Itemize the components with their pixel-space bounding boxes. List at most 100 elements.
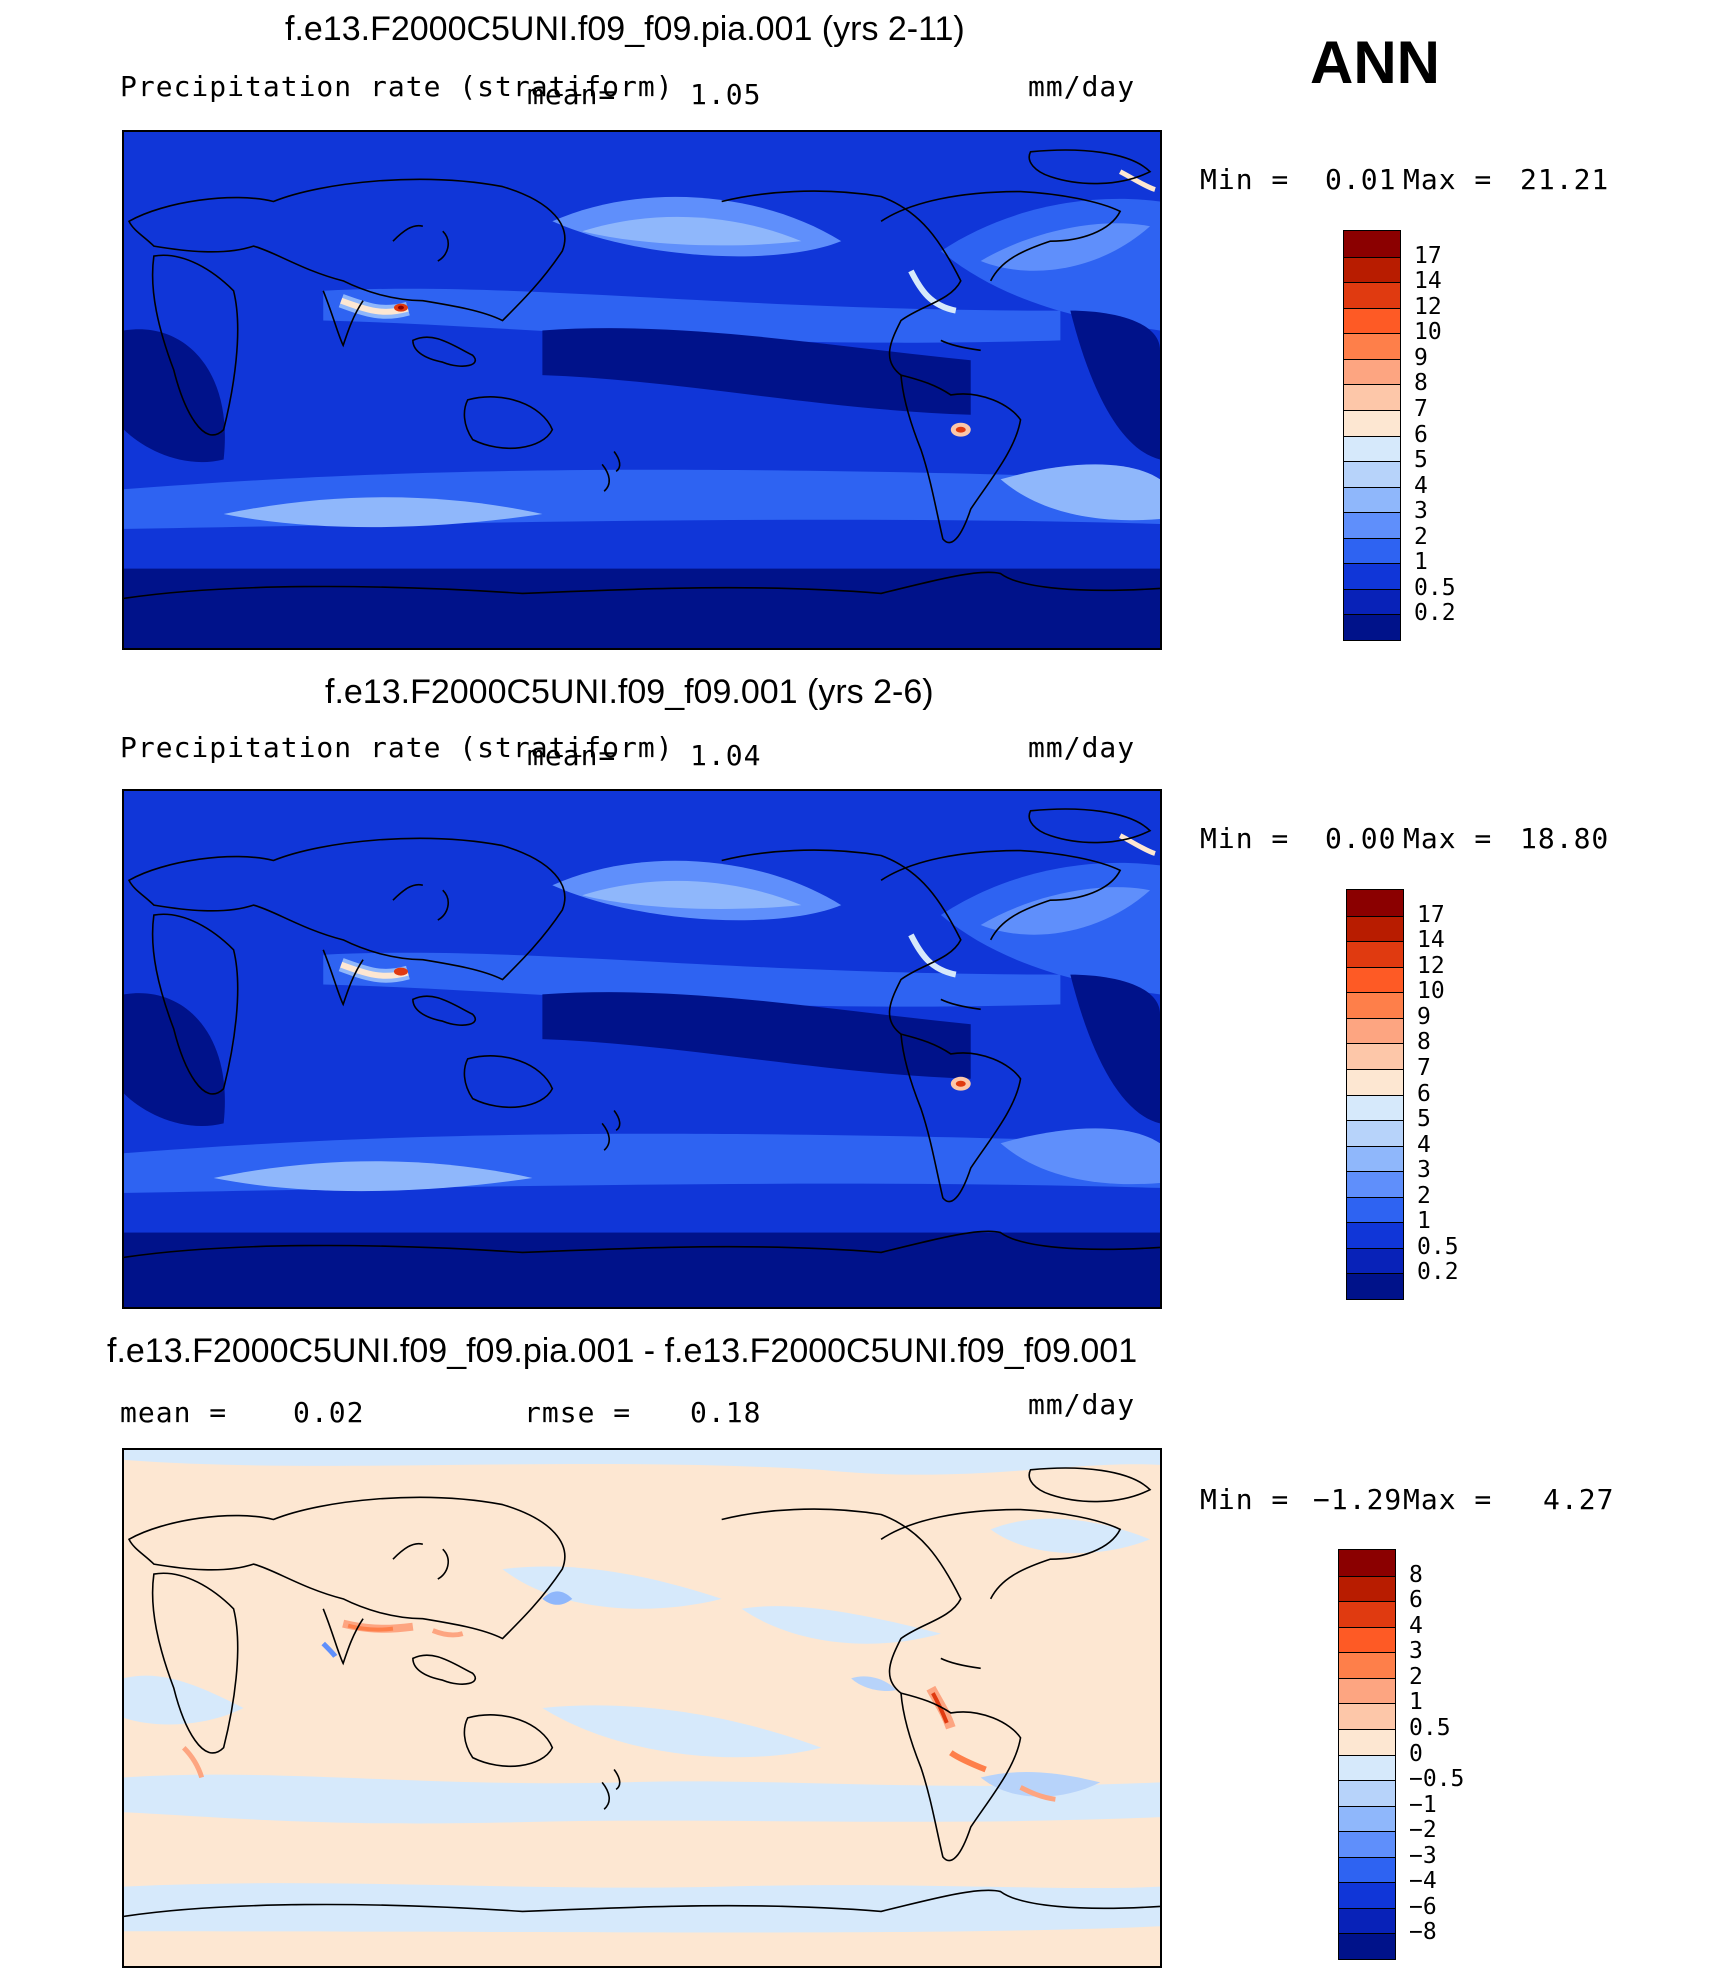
panel-2-variable: Precipitation rate (stratiform) [120, 731, 674, 764]
panel-3-units: mm/day [1028, 1388, 1136, 1421]
colorbar-label: 6 [1409, 1587, 1423, 1614]
colorbar-label: 8 [1417, 1029, 1431, 1056]
colorbar-swatch [1339, 1882, 1395, 1908]
panel-1-colorbar [1343, 230, 1401, 641]
colorbar-swatch [1347, 966, 1403, 993]
colorbar-label: −8 [1409, 1919, 1437, 1946]
panel-1-mean-label: mean= [527, 78, 617, 111]
colorbar-label: 4 [1417, 1131, 1431, 1158]
colorbar-swatch [1344, 307, 1400, 334]
colorbar-label: 3 [1409, 1638, 1423, 1665]
colorbar-swatch [1344, 231, 1400, 257]
colorbar-label: 6 [1414, 421, 1428, 448]
colorbar-swatch [1347, 1145, 1403, 1172]
colorbar-label: 6 [1417, 1080, 1431, 1107]
colorbar-label: 4 [1414, 472, 1428, 499]
colorbar-swatch [1347, 890, 1403, 916]
panel-3-min-value: −1.29 [1313, 1483, 1403, 1516]
colorbar-swatch [1339, 1780, 1395, 1806]
colorbar-label: 8 [1414, 370, 1428, 397]
colorbar-swatch [1344, 256, 1400, 283]
colorbar-label: 0.2 [1417, 1259, 1459, 1286]
panel-3-max-label: Max = [1403, 1483, 1493, 1516]
colorbar-label: −1 [1409, 1791, 1437, 1818]
colorbar-swatch [1339, 1728, 1395, 1755]
colorbar-label: −3 [1409, 1842, 1437, 1869]
panel-3-map [122, 1448, 1162, 1968]
colorbar-swatch [1339, 1856, 1395, 1883]
colorbar-swatch [1347, 1196, 1403, 1223]
panel-3-rmse-value: 0.18 [690, 1396, 762, 1429]
colorbar-swatch [1339, 1575, 1395, 1602]
colorbar-swatch [1347, 1094, 1403, 1121]
colorbar-swatch [1344, 512, 1400, 538]
colorbar-swatch [1344, 435, 1400, 462]
colorbar-swatch [1347, 992, 1403, 1018]
colorbar-swatch [1344, 358, 1400, 385]
colorbar-label: 14 [1414, 268, 1442, 295]
colorbar-label: −0.5 [1409, 1766, 1465, 1793]
colorbar-swatch [1347, 915, 1403, 942]
panel-2-max-value: 18.80 [1520, 822, 1610, 855]
panel-1-title: f.e13.F2000C5UNI.f09_f09.pia.001 (yrs 2-… [285, 10, 965, 48]
colorbar-swatch [1347, 1120, 1403, 1146]
panel-1-max-value: 21.21 [1520, 163, 1610, 196]
colorbar-swatch [1347, 941, 1403, 967]
colorbar-swatch [1347, 1017, 1403, 1044]
colorbar-label: 5 [1417, 1106, 1431, 1133]
colorbar-swatch [1347, 1273, 1403, 1299]
colorbar-label: 3 [1417, 1157, 1431, 1184]
colorbar-swatch [1344, 461, 1400, 487]
colorbar-label: 12 [1414, 293, 1442, 320]
panel-2-units: mm/day [1028, 731, 1136, 764]
colorbar-label: 7 [1417, 1054, 1431, 1081]
panel-3-colorbar [1338, 1549, 1396, 1960]
colorbar-swatch [1339, 1703, 1395, 1729]
colorbar-label: 9 [1417, 1003, 1431, 1030]
colorbar-swatch [1344, 409, 1400, 436]
colorbar-label: 2 [1409, 1663, 1423, 1690]
panel-3-mean-label: mean = [120, 1396, 228, 1429]
panel-1-map [122, 130, 1162, 650]
colorbar-label: 0.5 [1409, 1714, 1451, 1741]
colorbar-swatch [1344, 563, 1400, 589]
colorbar-label: 10 [1417, 978, 1445, 1005]
colorbar-label: 17 [1414, 242, 1442, 269]
colorbar-label: 8 [1409, 1561, 1423, 1588]
panel-1-units: mm/day [1028, 70, 1136, 103]
panel-3-title: f.e13.F2000C5UNI.f09_f09.pia.001 - f.e13… [107, 1332, 1138, 1370]
colorbar-swatch [1339, 1652, 1395, 1678]
panel-1-mean-value: 1.05 [690, 78, 762, 111]
colorbar-swatch [1339, 1677, 1395, 1704]
colorbar-label: 3 [1414, 498, 1428, 525]
colorbar-label: 2 [1417, 1182, 1431, 1209]
panel-1-min-value: 0.01 [1325, 163, 1397, 196]
colorbar-swatch [1339, 1933, 1395, 1959]
colorbar-label: 4 [1409, 1612, 1423, 1639]
colorbar-swatch [1339, 1907, 1395, 1934]
colorbar-swatch [1347, 1247, 1403, 1274]
colorbar-swatch [1344, 614, 1400, 640]
panel-3-max-value: 4.27 [1543, 1483, 1615, 1516]
season-label: ANN [1310, 29, 1440, 96]
panel-2-min-label: Min = [1200, 822, 1290, 855]
colorbar-swatch [1339, 1550, 1395, 1576]
colorbar-label: −2 [1409, 1817, 1437, 1844]
colorbar-swatch [1347, 1068, 1403, 1095]
colorbar-label: 10 [1414, 319, 1442, 346]
panel-1-min-label: Min = [1200, 163, 1290, 196]
colorbar-label: −4 [1409, 1868, 1437, 1895]
colorbar-label: 2 [1414, 523, 1428, 550]
colorbar-swatch [1344, 333, 1400, 359]
colorbar-swatch [1344, 384, 1400, 410]
colorbar-swatch [1344, 282, 1400, 308]
colorbar-swatch [1339, 1754, 1395, 1781]
panel-2-min-value: 0.00 [1325, 822, 1397, 855]
colorbar-swatch [1344, 588, 1400, 615]
colorbar-swatch [1344, 486, 1400, 513]
colorbar-label: 17 [1417, 901, 1445, 928]
colorbar-label: 7 [1414, 395, 1428, 422]
colorbar-swatch [1339, 1626, 1395, 1653]
colorbar-label: 5 [1414, 447, 1428, 474]
colorbar-label: −6 [1409, 1893, 1437, 1920]
